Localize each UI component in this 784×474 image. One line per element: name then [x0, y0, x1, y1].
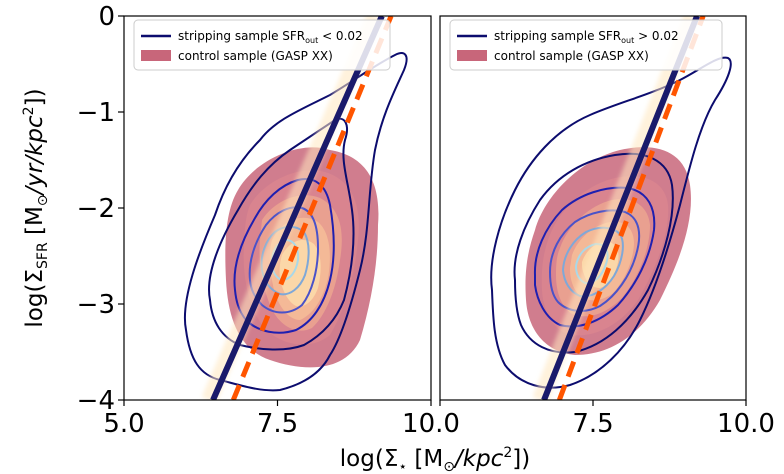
x-tick-label: 10.0 — [717, 409, 775, 439]
left-x-ticks: 5.0 7.5 10.0 — [103, 400, 460, 439]
fit-line-dashed — [556, 16, 706, 400]
y-tick-label: 0 — [98, 2, 115, 32]
legend-patch-marker — [457, 50, 487, 61]
right-panel: 7.5 10.0 stripping sample SFRout > 0.02 c… — [439, 15, 775, 439]
y-tick-label: −2 — [77, 194, 115, 224]
legend-patch-marker — [141, 50, 171, 61]
y-tick-label: −4 — [77, 386, 115, 416]
fit-lines — [532, 16, 706, 400]
legend-stripping-label: stripping sample SFRout > 0.02 — [494, 29, 679, 45]
x-tick-label: 5.0 — [103, 409, 144, 439]
fit-line-dashed — [230, 16, 394, 400]
right-legend: stripping sample SFRout > 0.02 control s… — [449, 19, 723, 71]
fit-line-solid — [210, 16, 385, 400]
left-legend: stripping sample SFRout < 0.02 control s… — [133, 19, 391, 71]
y-tick-label: −1 — [77, 98, 115, 128]
legend-control-label: control sample (GASP XX) — [494, 49, 649, 63]
fit-line-solid — [541, 16, 700, 400]
legend-stripping-label: stripping sample SFRout < 0.02 — [178, 29, 363, 45]
fit-lines — [201, 16, 394, 400]
y-axis-title: log(ΣSFR [M⊙/yr/kpc2]) — [21, 88, 51, 327]
x-axis-title: log(Σ⋆ [M⊙/kpc2]) — [340, 445, 530, 474]
x-tick-label: 7.5 — [572, 409, 613, 439]
y-tick-label: −3 — [77, 290, 115, 320]
legend-control-label: control sample (GASP XX) — [178, 49, 333, 63]
right-x-ticks: 7.5 10.0 — [439, 400, 775, 439]
x-tick-label: 10.0 — [402, 409, 460, 439]
left-panel: 0 −1 −2 −3 −4 5.0 7.5 10.0 stripping sample SF… — [77, 2, 460, 439]
x-tick-label: 7.5 — [257, 409, 298, 439]
left-y-ticks: 0 −1 −2 −3 −4 — [77, 2, 124, 416]
